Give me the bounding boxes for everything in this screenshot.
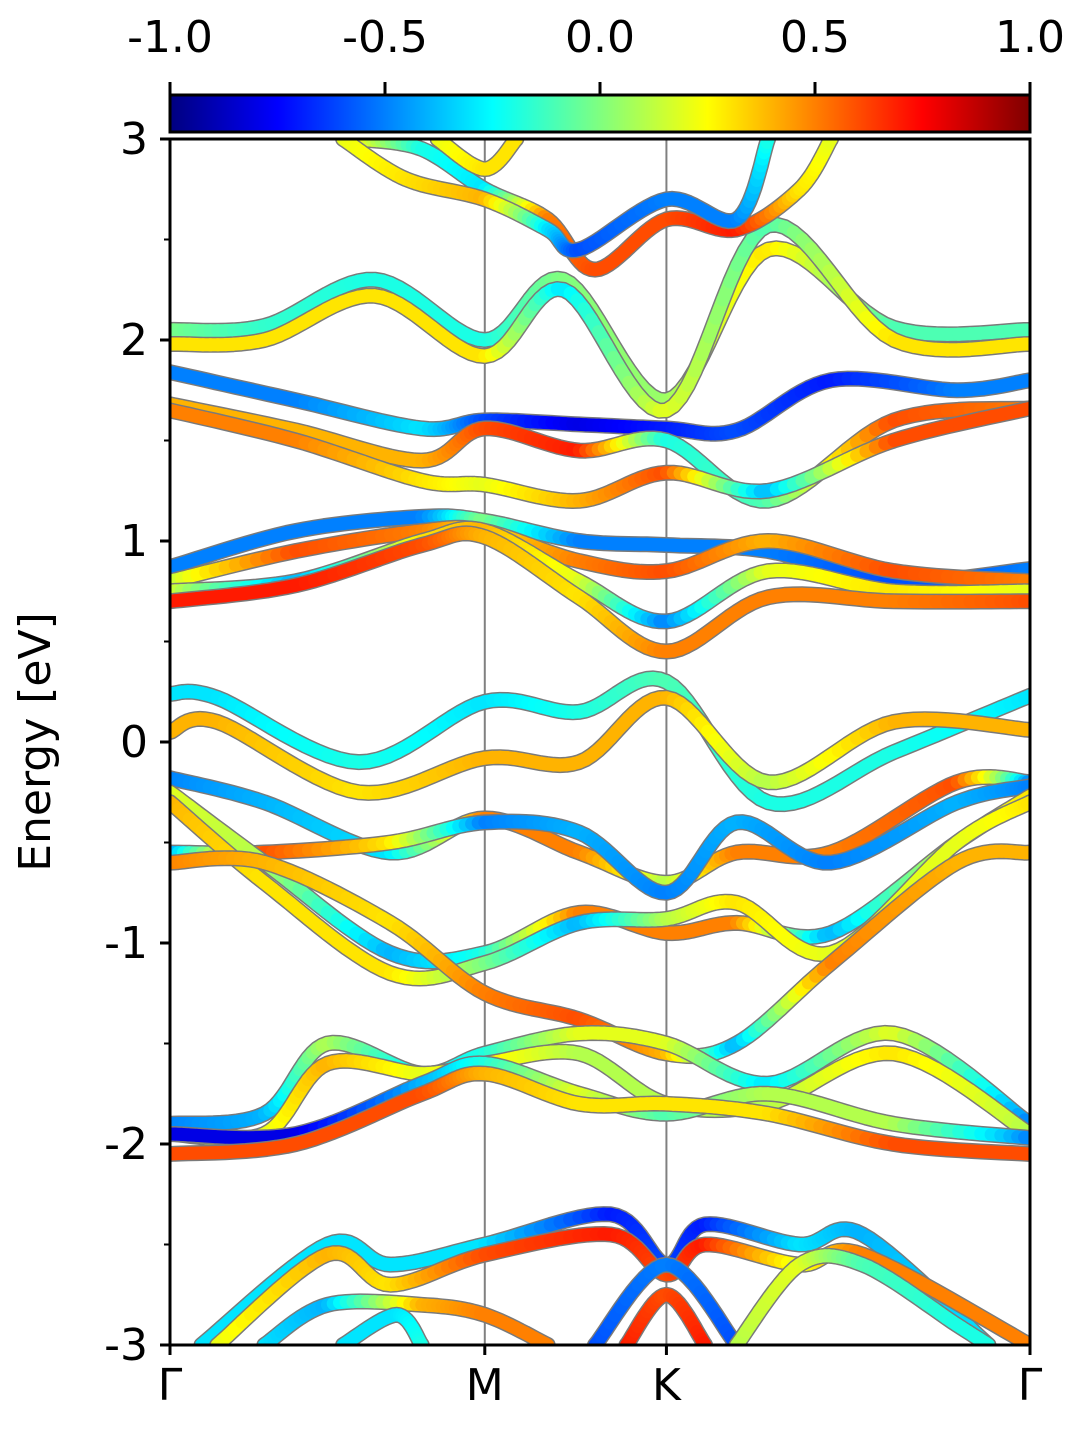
band-24 [335,1306,430,1345]
colorbar-tick-label: -0.5 [342,12,428,63]
plot-area: -3 -2 -1 0 1 2 3 Γ M K Γ [104,114,1043,1411]
band-2 [170,216,1030,419]
band-19 [170,1055,1030,1146]
band-9 [170,525,1030,660]
band-11 [170,689,1030,801]
x-tick-label: Γ [158,1360,183,1411]
y-tick-label: 3 [120,114,148,165]
band-23 [256,1293,556,1345]
bands [170,139,1030,1345]
colorbar-gradient [168,93,1032,134]
colorbar-tick-label: -1.0 [127,12,213,63]
y-tick-label: 0 [120,717,148,768]
y-tick-label: -1 [104,918,148,969]
band-5 [170,400,1030,509]
y-tick-label: -3 [104,1320,148,1371]
band-27 [728,1247,997,1345]
band-3 [170,364,1030,442]
colorbar: -1.0 -0.5 0.0 0.5 1.0 [127,12,1065,134]
y-axis-label: Energy [eV] [10,612,61,872]
y-tick-label: -2 [104,1119,148,1170]
colorbar-ticks: -1.0 -0.5 0.0 0.5 1.0 [127,12,1065,95]
y-axis: -3 -2 -1 0 1 2 3 [104,114,170,1371]
band-29 [335,139,777,259]
colorbar-tick-label: 0.0 [565,12,635,63]
colorbar-tick-label: 0.5 [780,12,850,63]
y-tick-label: 1 [120,516,148,567]
x-tick-label: Γ [1018,1360,1043,1411]
x-tick-label: M [466,1360,504,1411]
band-6 [170,508,1030,590]
x-tick-label: K [652,1360,682,1411]
colorbar-tick-label: 1.0 [995,12,1065,63]
y-tick-label: 2 [120,315,148,366]
